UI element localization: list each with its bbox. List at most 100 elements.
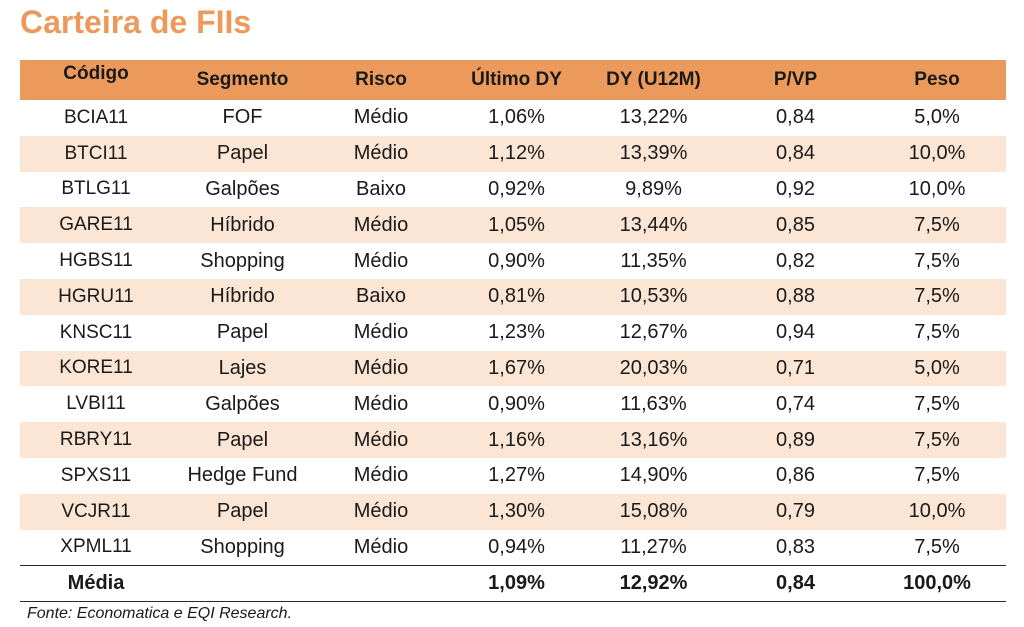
cell-dy-12m: 11,27% <box>620 535 687 558</box>
cell-risk: Médio <box>353 392 409 415</box>
table-body: BCIA11 FOF Médio 1,06% 13,22% 0,84 5,0% BTCI11 P… <box>20 100 1006 602</box>
cell-weight: 10,0% <box>908 142 966 165</box>
table-row: LVBI11 Galpões Médio 0,90% 11,63% 0,74 7,5% <box>20 386 1006 422</box>
cell-last-dy: 1,12% <box>488 142 545 165</box>
cell-code: HGRU11 <box>58 285 134 307</box>
cell-risk: Baixo <box>355 177 407 200</box>
cell-code: BTLG11 <box>61 178 131 200</box>
cell-dy-12m: 11,35% <box>620 249 687 272</box>
cell-dy-12m: 11,63% <box>620 392 687 415</box>
cell-last-dy: 1,06% <box>488 106 545 129</box>
cell-code: XPML11 <box>60 536 132 558</box>
cell-segment: Hedge Fund <box>187 464 298 487</box>
cell-segment: FOF <box>222 106 263 129</box>
average-p-vp: 0,84 <box>776 571 815 594</box>
cell-segment: Papel <box>216 142 269 165</box>
cell-weight: 7,5% <box>914 464 960 487</box>
cell-code: HGBS11 <box>59 250 133 272</box>
cell-last-dy: 1,27% <box>488 464 545 487</box>
cell-segment: Shopping <box>200 249 285 272</box>
table-row: BTLG11 Galpões Baixo 0,92% 9,89% 0,92 10,0% <box>20 172 1006 208</box>
cell-segment: Shopping <box>200 535 285 558</box>
cell-risk: Médio <box>353 464 409 487</box>
cell-dy-12m: 10,53% <box>619 285 688 308</box>
cell-code: BCIA11 <box>63 106 129 128</box>
cell-weight: 7,5% <box>914 321 960 344</box>
cell-code: GARE11 <box>59 214 133 236</box>
cell-last-dy: 1,67% <box>488 356 545 379</box>
cell-segment: Lajes <box>218 356 267 379</box>
cell-dy-12m: 20,03% <box>619 356 688 379</box>
fii-portfolio-table: Código Segmento Risco Último DY DY (U12M… <box>20 60 1006 602</box>
cell-p-vp: 0,85 <box>776 213 815 236</box>
cell-risk: Médio <box>353 321 409 344</box>
cell-last-dy: 1,23% <box>488 321 545 344</box>
header-code: Código <box>63 63 129 84</box>
cell-risk: Médio <box>353 106 409 129</box>
table-row: KNSC11 Papel Médio 1,23% 12,67% 0,94 7,5% <box>20 315 1006 351</box>
cell-p-vp: 0,92 <box>776 177 815 200</box>
cell-weight: 7,5% <box>914 535 960 558</box>
cell-last-dy: 1,16% <box>488 428 545 451</box>
header-weight: Peso <box>914 69 960 90</box>
cell-weight: 10,0% <box>908 500 966 523</box>
cell-last-dy: 0,81% <box>488 285 545 308</box>
table-row: HGBS11 Shopping Médio 0,90% 11,35% 0,82 7,5% <box>20 243 1006 279</box>
header-risk: Risco <box>355 69 407 90</box>
page-title: Carteira de FIIs <box>20 4 252 40</box>
table-row: VCJR11 Papel Médio 1,30% 15,08% 0,79 10,0% <box>20 493 1006 530</box>
cell-dy-12m: 15,08% <box>619 500 688 523</box>
cell-code: KNSC11 <box>59 321 133 343</box>
cell-dy-12m: 12,67% <box>619 321 688 344</box>
cell-last-dy: 0,92% <box>488 177 545 200</box>
table-row: GARE11 Híbrido Médio 1,05% 13,44% 0,85 7,5% <box>20 207 1006 244</box>
table-row: XPML11 Shopping Médio 0,94% 11,27% 0,83 7,5% <box>20 530 1006 566</box>
cell-p-vp: 0,88 <box>776 285 815 308</box>
cell-p-vp: 0,86 <box>776 464 815 487</box>
cell-code: KORE11 <box>59 357 133 379</box>
table-row: HGRU11 Híbrido Baixo 0,81% 10,53% 0,88 7,5% <box>20 278 1006 315</box>
cell-weight: 5,0% <box>914 106 960 129</box>
cell-segment: Galpões <box>205 177 280 200</box>
table-row: SPXS11 Hedge Fund Médio 1,27% 14,90% 0,86 7,5% <box>20 458 1006 494</box>
cell-segment: Galpões <box>205 392 280 415</box>
cell-risk: Médio <box>353 500 409 523</box>
average-row: Média 1,09% 12,92% 0,84 100,0% <box>20 565 1006 602</box>
cell-segment: Papel <box>216 500 269 523</box>
average-label: Média <box>67 571 125 594</box>
cell-last-dy: 0,94% <box>488 535 545 558</box>
cell-last-dy: 1,30% <box>488 500 545 523</box>
cell-code: LVBI11 <box>66 393 126 415</box>
cell-p-vp: 0,79 <box>776 500 815 523</box>
table-header-row: Código Segmento Risco Último DY DY (U12M… <box>20 60 1006 100</box>
cell-code: VCJR11 <box>61 500 131 522</box>
cell-risk: Médio <box>353 428 409 451</box>
cell-segment: Papel <box>216 321 269 344</box>
cell-code: SPXS11 <box>60 464 132 486</box>
table-row: RBRY11 Papel Médio 1,16% 13,16% 0,89 7,5% <box>20 422 1006 458</box>
cell-dy-12m: 13,44% <box>619 213 688 236</box>
cell-p-vp: 0,89 <box>776 428 815 451</box>
average-segment <box>172 565 313 601</box>
cell-last-dy: 0,90% <box>488 392 545 415</box>
cell-weight: 10,0% <box>908 177 966 200</box>
cell-code: BTCI11 <box>64 142 128 164</box>
cell-p-vp: 0,84 <box>776 142 815 165</box>
cell-weight: 7,5% <box>914 428 960 451</box>
average-last-dy: 1,09% <box>488 571 545 594</box>
cell-p-vp: 0,94 <box>776 321 815 344</box>
cell-risk: Médio <box>353 249 409 272</box>
cell-segment: Híbrido <box>210 285 275 308</box>
cell-segment: Híbrido <box>210 213 275 236</box>
cell-dy-12m: 13,22% <box>619 106 688 129</box>
cell-risk: Baixo <box>355 285 407 308</box>
cell-p-vp: 0,74 <box>776 392 815 415</box>
cell-weight: 7,5% <box>914 392 960 415</box>
average-weight: 100,0% <box>903 571 971 594</box>
average-dy-12m: 12,92% <box>619 571 688 594</box>
cell-risk: Médio <box>353 142 409 165</box>
header-dy-12m: DY (U12M) <box>606 69 701 90</box>
cell-p-vp: 0,71 <box>776 356 815 379</box>
header-p-vp: P/VP <box>773 69 818 90</box>
table-row: BCIA11 FOF Médio 1,06% 13,22% 0,84 5,0% <box>20 100 1006 136</box>
